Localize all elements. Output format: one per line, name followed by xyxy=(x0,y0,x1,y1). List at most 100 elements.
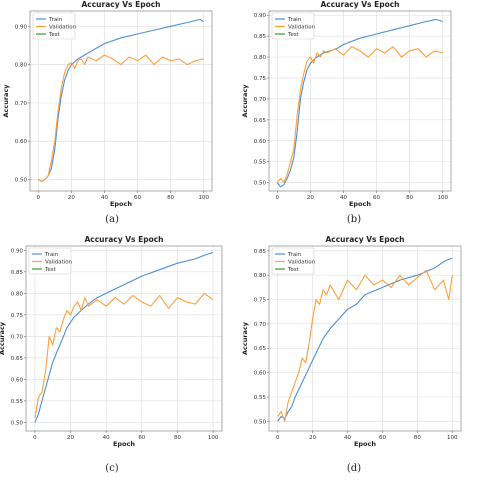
series-line-train xyxy=(38,18,205,182)
x-axis-label: Epoch xyxy=(349,200,371,208)
plot-frame xyxy=(268,245,462,432)
legend-label-train: Train xyxy=(44,252,59,258)
x-tick-label: 80 xyxy=(414,435,421,441)
x-axis-label: Epoch xyxy=(113,440,135,448)
x-tick-label: 0 xyxy=(37,195,41,201)
y-tick-label: 0.75 xyxy=(254,298,267,304)
y-axis-label: Accuracy xyxy=(241,84,249,118)
x-tick-label: 100 xyxy=(198,195,209,201)
y-tick-label: 0.60 xyxy=(15,139,28,145)
x-tick-label: 60 xyxy=(138,435,145,441)
x-tick-label: 20 xyxy=(67,435,74,441)
x-tick-label: 100 xyxy=(437,195,448,201)
y-tick-label: 0.70 xyxy=(254,97,267,103)
chart-title: Accuracy Vs Epoch xyxy=(325,235,404,244)
x-tick-label: 20 xyxy=(309,435,316,441)
chart-title: Accuracy Vs Epoch xyxy=(81,0,160,9)
legend-label-train: Train xyxy=(287,17,302,23)
y-tick-label: 0.70 xyxy=(254,322,267,328)
y-tick-label: 0.60 xyxy=(254,139,267,145)
y-tick-label: 0.85 xyxy=(11,270,24,276)
plot-frame xyxy=(268,10,452,192)
y-tick-label: 0.65 xyxy=(254,346,267,352)
series-line-train xyxy=(276,18,443,188)
x-tick-label: 80 xyxy=(406,195,413,201)
y-tick-label: 0.90 xyxy=(15,24,28,30)
x-tick-label: 0 xyxy=(33,435,37,441)
chart-title: Accuracy Vs Epoch xyxy=(320,0,399,9)
series-line-validation xyxy=(276,46,443,184)
x-tick-label: 40 xyxy=(101,195,108,201)
y-tick-label: 0.50 xyxy=(15,178,28,184)
y-tick-label: 0.60 xyxy=(254,371,267,377)
y-tick-label: 0.65 xyxy=(254,118,267,124)
legend-label-train: Train xyxy=(48,17,63,23)
y-tick-label: 0.80 xyxy=(11,291,24,297)
y-tick-label: 0.50 xyxy=(254,419,267,425)
y-axis-label: Accuracy xyxy=(241,321,249,355)
x-tick-label: 0 xyxy=(276,195,280,201)
series-line-train xyxy=(277,257,453,422)
y-tick-label: 0.50 xyxy=(254,181,267,187)
x-tick-label: 80 xyxy=(167,195,174,201)
legend-label-test: Test xyxy=(287,267,300,273)
caption-d: (d) xyxy=(346,463,362,474)
y-tick-label: 0.90 xyxy=(254,13,267,19)
x-axis-label: Epoch xyxy=(354,440,376,448)
y-axis-label: Accuracy xyxy=(2,84,10,118)
x-tick-label: 40 xyxy=(103,435,110,441)
x-tick-label: 60 xyxy=(373,195,380,201)
legend-label-test: Test xyxy=(48,32,61,38)
plot-frame xyxy=(29,10,213,192)
y-tick-label: 0.70 xyxy=(11,334,24,340)
legend-label-validation: Validation xyxy=(45,260,73,266)
chart-title: Accuracy Vs Epoch xyxy=(84,235,163,244)
caption-b: (b) xyxy=(346,214,362,225)
caption-a: (a) xyxy=(105,214,119,225)
x-tick-label: 100 xyxy=(447,435,458,441)
series-line-validation xyxy=(38,54,204,182)
x-tick-label: 40 xyxy=(340,195,347,201)
y-tick-label: 0.85 xyxy=(254,34,267,40)
caption-c: (c) xyxy=(105,463,119,474)
legend-label-test: Test xyxy=(44,267,57,273)
x-tick-label: 0 xyxy=(276,435,280,441)
y-tick-label: 0.80 xyxy=(254,273,267,279)
chart-panel-b: Accuracy Vs Epoch 0.50 0.55 0.60 0.65 0.70 0.7… xyxy=(241,0,452,208)
y-tick-label: 0.70 xyxy=(15,101,28,107)
x-tick-label: 40 xyxy=(344,435,351,441)
legend-label-validation: Validation xyxy=(49,25,77,31)
y-tick-label: 0.50 xyxy=(11,420,24,426)
x-tick-label: 60 xyxy=(379,435,386,441)
chart-panel-c: Accuracy Vs Epoch 0.50 0.55 0.60 0.65 0.70 0.7… xyxy=(0,235,223,448)
y-tick-label: 0.75 xyxy=(254,76,267,82)
y-tick-label: 0.55 xyxy=(254,395,267,401)
y-tick-label: 0.55 xyxy=(254,160,267,166)
y-tick-label: 0.80 xyxy=(254,55,267,61)
y-tick-label: 0.60 xyxy=(11,377,24,383)
x-tick-label: 20 xyxy=(68,195,75,201)
series-line-train xyxy=(34,251,214,423)
plot-area xyxy=(26,246,222,431)
legend-label-train: Train xyxy=(287,252,302,258)
chart-panel-d: Accuracy Vs Epoch 0.50 0.55 0.60 0.65 0.70 0.7… xyxy=(241,235,462,448)
series-line-validation xyxy=(277,269,453,422)
plot-frame xyxy=(25,245,223,432)
x-tick-label: 60 xyxy=(134,195,141,201)
legend-label-test: Test xyxy=(287,32,300,38)
y-tick-label: 0.80 xyxy=(15,63,28,69)
x-axis-label: Epoch xyxy=(110,200,132,208)
series-line-validation xyxy=(34,292,214,419)
x-tick-label: 80 xyxy=(174,435,181,441)
y-tick-label: 0.85 xyxy=(254,249,267,255)
chart-panel-a: Accuracy Vs Epoch 0.50 0.60 0.70 0.80 0.90 0 20… xyxy=(2,0,213,208)
y-tick-label: 0.90 xyxy=(11,248,24,254)
y-tick-label: 0.65 xyxy=(11,356,24,362)
legend-label-validation: Validation xyxy=(288,25,316,31)
x-tick-label: 20 xyxy=(307,195,314,201)
y-tick-label: 0.55 xyxy=(11,399,24,405)
